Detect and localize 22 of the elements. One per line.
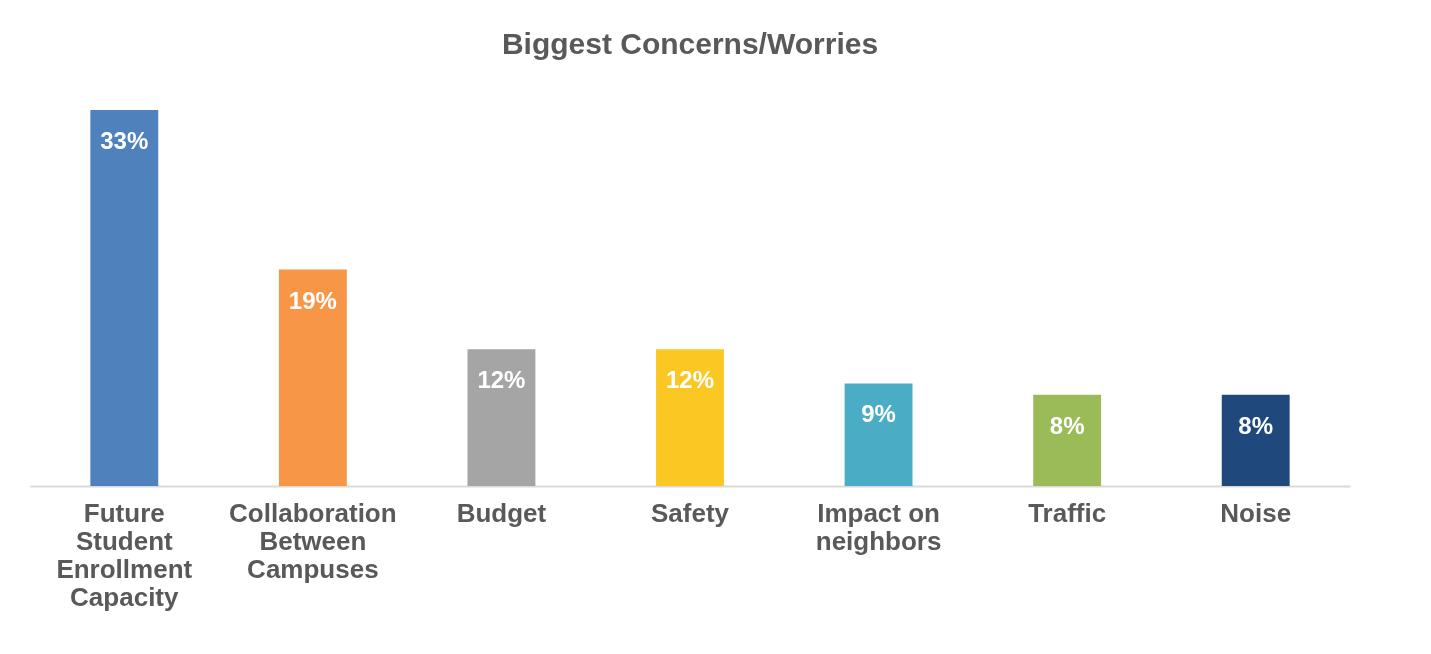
data-label: 19% [288,286,337,314]
data-label: 33% [100,127,149,154]
data-label: 9% [861,400,896,428]
data-label: 8% [1238,411,1274,439]
chart-title: Biggest Concerns/Worries [501,27,879,60]
bar [90,110,159,486]
bar [656,349,724,486]
bar [278,269,347,486]
data-label: 8% [1049,411,1085,439]
bar [1221,394,1290,486]
x-tick-label: Budget [456,497,547,528]
x-tick-label: Noise [1220,497,1292,528]
x-tick-label: Future Student Enrollment Capacity [56,497,193,612]
bar [1033,394,1102,486]
bar [467,349,536,486]
bar [844,383,913,486]
data-label: 12% [665,366,715,394]
data-label: 12% [477,366,526,394]
x-tick-label: Safety [650,497,730,528]
x-tick-label: Impact on neighbors [815,497,942,556]
x-tick-label: Traffic [1028,497,1107,528]
x-tick-label: Collaboration Between Campuses [229,497,397,584]
